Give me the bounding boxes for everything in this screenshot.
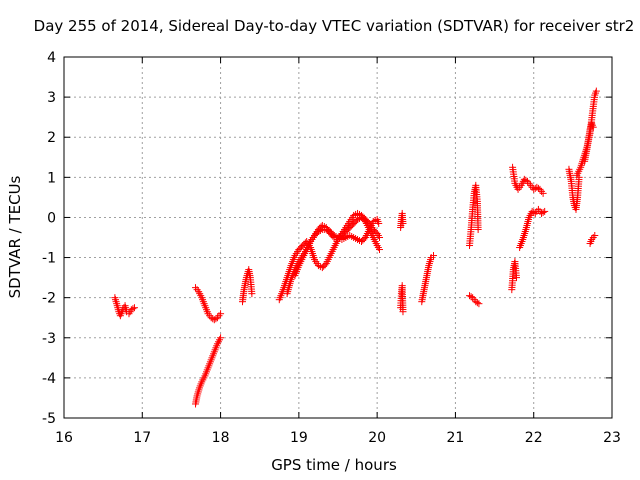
data-point (530, 208, 538, 216)
data-point (534, 184, 542, 192)
data-point (512, 274, 520, 282)
data-point (248, 290, 256, 298)
data-point (217, 310, 225, 318)
grid (64, 57, 612, 418)
data-point (467, 293, 475, 301)
data-point (375, 234, 383, 241)
data-point (399, 308, 407, 316)
data-point (475, 300, 483, 308)
x-tick-label: 20 (368, 430, 386, 446)
data-point (539, 189, 547, 197)
y-tick-label: 3 (47, 90, 56, 106)
data-points (111, 87, 600, 408)
y-tick-label: 1 (47, 170, 56, 186)
data-point (430, 252, 438, 260)
y-tick-label: -5 (42, 411, 56, 427)
data-point (129, 305, 137, 313)
y-tick-label: 0 (47, 210, 56, 226)
data-point (375, 219, 383, 227)
x-tick-label: 16 (55, 430, 73, 446)
data-point (539, 208, 547, 216)
x-tick-label: 21 (447, 430, 465, 446)
data-point (399, 219, 407, 227)
data-point (473, 299, 481, 307)
data-point (474, 225, 482, 233)
data-point (217, 334, 225, 342)
y-tick-label: -3 (42, 331, 56, 347)
y-tick-label: 4 (47, 50, 56, 66)
chart-title: Day 255 of 2014, Sidereal Day-to-day VTE… (34, 17, 635, 35)
y-axis-label: SDTVAR / TECUs (6, 175, 24, 298)
data-point (522, 176, 530, 184)
data-point (375, 246, 383, 254)
x-tick-label: 19 (290, 430, 308, 446)
x-tick-labels: 16 17 18 19 20 21 22 23 (55, 430, 621, 446)
x-axis-label: GPS time / hours (271, 456, 397, 474)
y-tick-label: -4 (42, 371, 56, 387)
y-tick-label: -2 (42, 291, 56, 307)
x-tick-label: 18 (212, 430, 230, 446)
data-point (592, 87, 600, 95)
y-tick-labels: -5 -4 -3 -2 -1 0 1 2 3 4 (42, 50, 56, 427)
x-tick-label: 17 (133, 430, 151, 446)
data-point (130, 304, 138, 312)
y-tick-label: -1 (42, 251, 56, 267)
y-tick-label: 2 (47, 130, 56, 146)
data-point (541, 207, 549, 215)
data-point (591, 231, 599, 239)
plot-frame (63, 56, 613, 419)
x-tick-label: 22 (525, 430, 543, 446)
x-tick-label: 23 (603, 430, 621, 446)
data-point (329, 232, 337, 240)
data-point (212, 315, 220, 323)
data-point (589, 123, 597, 131)
